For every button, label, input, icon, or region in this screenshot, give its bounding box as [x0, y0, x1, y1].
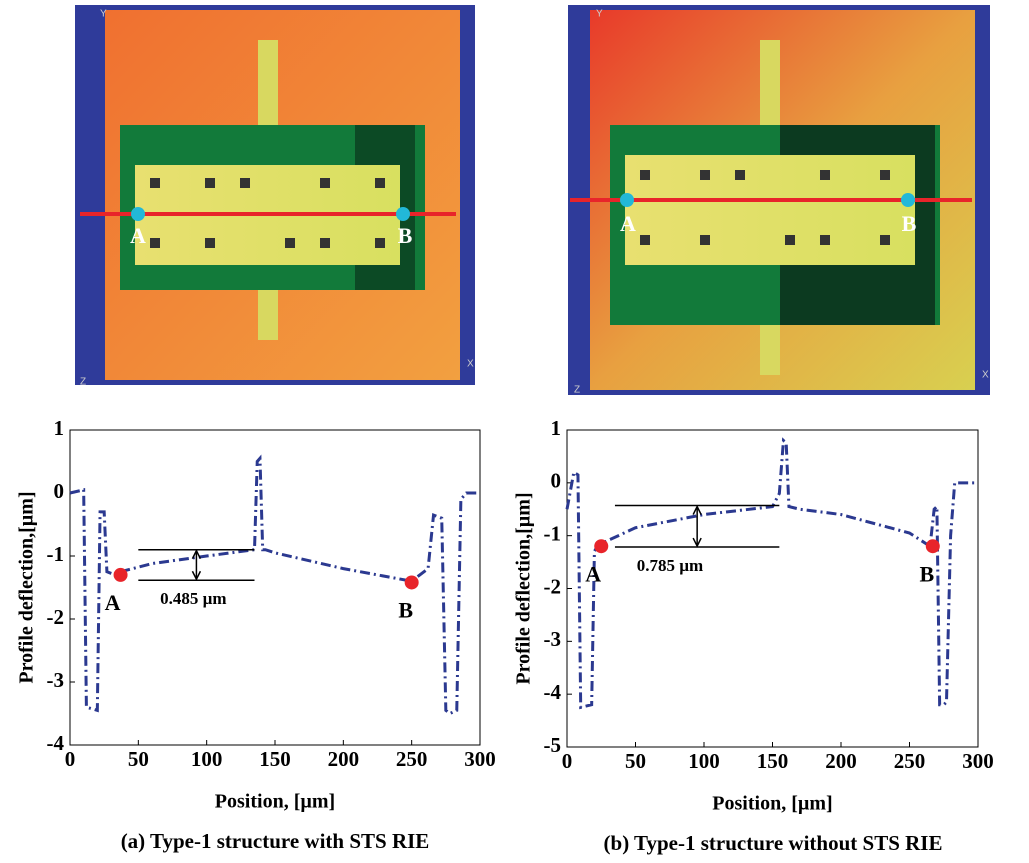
point-marker	[405, 575, 419, 589]
y-tick-label: 0	[54, 479, 65, 503]
axis-letter: Y	[100, 9, 107, 20]
y-tick-label: 1	[54, 416, 65, 440]
y-tick-label: -2	[544, 574, 562, 598]
y-tick-label: 1	[551, 416, 562, 440]
point-label: B	[398, 598, 413, 623]
axis-letter: Z	[574, 385, 580, 396]
y-tick-label: -1	[47, 542, 65, 566]
point-marker	[114, 568, 128, 582]
y-tick-label: -4	[544, 680, 562, 704]
plot-frame	[70, 430, 480, 745]
figure: A B Y X Z A B Y X Z 050100150200250300-4…	[0, 0, 1029, 863]
y-tick-label: -2	[47, 605, 65, 629]
y-tick-label: -3	[47, 668, 65, 692]
x-tick-label: 50	[625, 749, 646, 773]
point-marker	[926, 539, 940, 553]
x-tick-label: 250	[894, 749, 926, 773]
x-axis-label: Position, [µm]	[215, 791, 335, 813]
x-tick-label: 150	[757, 749, 789, 773]
image-label: A	[620, 211, 636, 236]
profile-line	[70, 458, 480, 713]
x-tick-label: 0	[65, 747, 76, 771]
point-label: B	[919, 561, 934, 586]
image-label: B	[902, 211, 917, 236]
dimension-label: 0.785 µm	[637, 556, 703, 575]
image-label: B	[398, 223, 413, 248]
point-label: A	[585, 561, 601, 586]
caption: (b) Type-1 structure without STS RIE	[604, 831, 943, 855]
y-tick-label: -1	[544, 521, 562, 545]
axis-letter: X	[982, 370, 989, 381]
surface-image-a: A B Y X Z	[75, 5, 475, 388]
x-tick-label: 50	[128, 747, 149, 771]
point-marker	[594, 539, 608, 553]
x-tick-label: 300	[962, 749, 994, 773]
x-tick-label: 200	[328, 747, 360, 771]
caption: (a) Type-1 structure with STS RIE	[121, 829, 430, 853]
profile-line	[567, 441, 978, 708]
x-tick-label: 150	[259, 747, 291, 771]
axis-letter: Z	[80, 377, 86, 388]
dimension-label: 0.485 µm	[160, 589, 226, 608]
point-label: A	[105, 590, 121, 615]
axis-letter: Y	[596, 9, 603, 20]
x-tick-label: 100	[688, 749, 720, 773]
axis-letter: X	[467, 359, 474, 370]
y-tick-label: -4	[47, 731, 65, 755]
y-tick-label: -5	[544, 733, 562, 757]
surface-image-b: A B Y X Z	[568, 5, 990, 396]
image-label: A	[130, 223, 146, 248]
x-tick-label: 250	[396, 747, 428, 771]
x-tick-label: 200	[825, 749, 857, 773]
y-axis-label: Profile deflection,[µm]	[513, 492, 535, 684]
y-tick-label: -3	[544, 627, 562, 651]
plot-frame	[567, 430, 978, 747]
y-tick-label: 0	[551, 469, 562, 493]
y-axis-label: Profile deflection,[µm]	[16, 491, 38, 683]
x-tick-label: 100	[191, 747, 223, 771]
x-axis-label: Position, [µm]	[712, 793, 832, 815]
x-tick-label: 0	[562, 749, 573, 773]
x-tick-label: 300	[464, 747, 496, 771]
